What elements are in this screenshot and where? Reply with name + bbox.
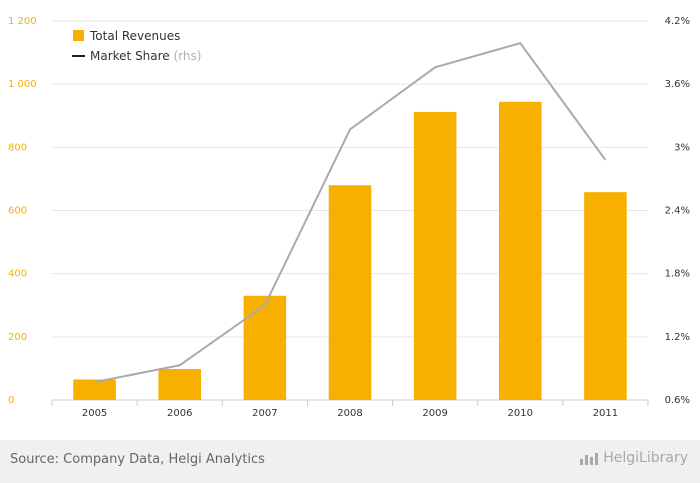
source-text: Source: Company Data, Helgi Analytics — [10, 452, 265, 467]
y2-tick-label: 2.4% — [665, 206, 690, 217]
bar — [243, 295, 287, 400]
bar — [158, 369, 201, 400]
x-tick-label: 2009 — [422, 408, 447, 419]
y-tick-label: 400 — [8, 269, 27, 280]
x-tick-label: 2008 — [337, 408, 362, 419]
brand-logo: HelgiLibrary — [579, 450, 688, 466]
y-tick-label: 1 200 — [8, 16, 37, 27]
y-tick-label: 600 — [8, 206, 27, 217]
bar — [73, 379, 116, 400]
y-tick-label: 800 — [8, 142, 27, 153]
x-tick-label: 2010 — [508, 408, 533, 419]
y2-tick-label: 3.6% — [665, 79, 690, 90]
y-tick-label: 200 — [8, 332, 27, 343]
y2-tick-label: 3% — [674, 142, 690, 153]
bar — [499, 101, 542, 400]
x-tick-label: 2007 — [252, 408, 277, 419]
legend-label-market-share: Market Share (rhs) — [90, 49, 201, 63]
legend-swatch-revenues — [73, 30, 84, 41]
y-tick-label: 1 000 — [8, 79, 37, 90]
bar — [413, 111, 457, 401]
y2-tick-label: 1.8% — [665, 269, 690, 280]
y-tick-label: 0 — [8, 395, 14, 406]
brand-name: HelgiLibrary — [603, 450, 688, 466]
helgi-logo-icon — [580, 453, 599, 465]
footer: Source: Company Data, Helgi Analytics He… — [0, 440, 700, 483]
y2-tick-label: 1.2% — [665, 332, 690, 343]
legend-label-rhs: (rhs) — [174, 49, 202, 63]
chart-svg: 0 200 400 600 800 1 000 1 200 0.6% 1.2% 1.8% 2.4% 3… — [8, 16, 690, 419]
x-tick-label: 2011 — [593, 408, 618, 419]
x-tick-label: 2006 — [167, 408, 192, 419]
y2-tick-label: 4.2% — [665, 16, 690, 27]
x-tick-label: 2005 — [82, 408, 107, 419]
legend-label-revenues: Total Revenues — [89, 29, 180, 43]
bar — [584, 192, 627, 400]
y2-tick-label: 0.6% — [665, 395, 690, 406]
bar — [328, 185, 372, 400]
